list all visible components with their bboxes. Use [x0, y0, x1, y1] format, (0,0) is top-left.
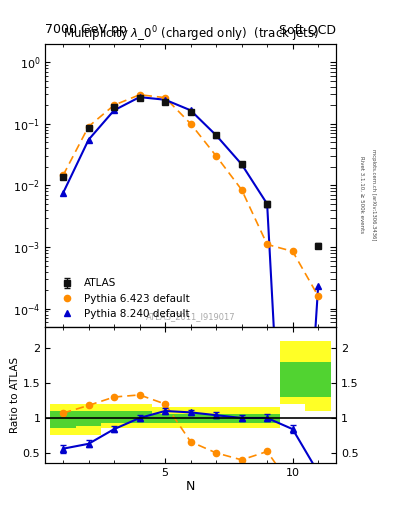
Pythia 6.423 default	[61, 173, 65, 179]
Legend: ATLAS, Pythia 6.423 default, Pythia 8.240 default: ATLAS, Pythia 6.423 default, Pythia 8.24…	[50, 275, 193, 322]
Text: mcplots.cern.ch [arXiv:1306.3436]: mcplots.cern.ch [arXiv:1306.3436]	[371, 149, 376, 240]
Pythia 8.240 default	[265, 201, 270, 207]
Line: Pythia 8.240 default: Pythia 8.240 default	[60, 94, 321, 512]
Pythia 8.240 default	[61, 190, 65, 196]
Text: Soft QCD: Soft QCD	[279, 23, 336, 36]
Text: 7000 GeV pp: 7000 GeV pp	[45, 23, 127, 36]
Text: ATLAS_2011_I919017: ATLAS_2011_I919017	[146, 312, 235, 322]
Line: Pythia 6.423 default: Pythia 6.423 default	[60, 92, 321, 299]
Pythia 6.423 default	[86, 123, 91, 130]
Pythia 6.423 default	[112, 102, 116, 108]
Y-axis label: Ratio to ATLAS: Ratio to ATLAS	[10, 357, 20, 433]
Title: Multiplicity $\lambda\_0^0$ (charged only)  (track jets): Multiplicity $\lambda\_0^0$ (charged onl…	[63, 24, 318, 44]
Pythia 8.240 default	[239, 161, 244, 167]
Pythia 8.240 default	[188, 107, 193, 113]
X-axis label: N: N	[186, 480, 195, 493]
Pythia 8.240 default	[112, 107, 116, 113]
Pythia 6.423 default	[163, 95, 167, 101]
Pythia 8.240 default	[316, 283, 321, 289]
Pythia 8.240 default	[137, 94, 142, 100]
Pythia 6.423 default	[316, 293, 321, 299]
Pythia 8.240 default	[214, 132, 219, 138]
Text: Rivet 3.1.10, ≥ 500k events: Rivet 3.1.10, ≥ 500k events	[360, 156, 365, 233]
Pythia 6.423 default	[290, 248, 295, 254]
Pythia 6.423 default	[265, 241, 270, 247]
Pythia 6.423 default	[137, 92, 142, 98]
Pythia 8.240 default	[86, 137, 91, 143]
Pythia 8.240 default	[163, 97, 167, 103]
Pythia 6.423 default	[188, 121, 193, 127]
Pythia 6.423 default	[239, 187, 244, 193]
Pythia 6.423 default	[214, 153, 219, 159]
